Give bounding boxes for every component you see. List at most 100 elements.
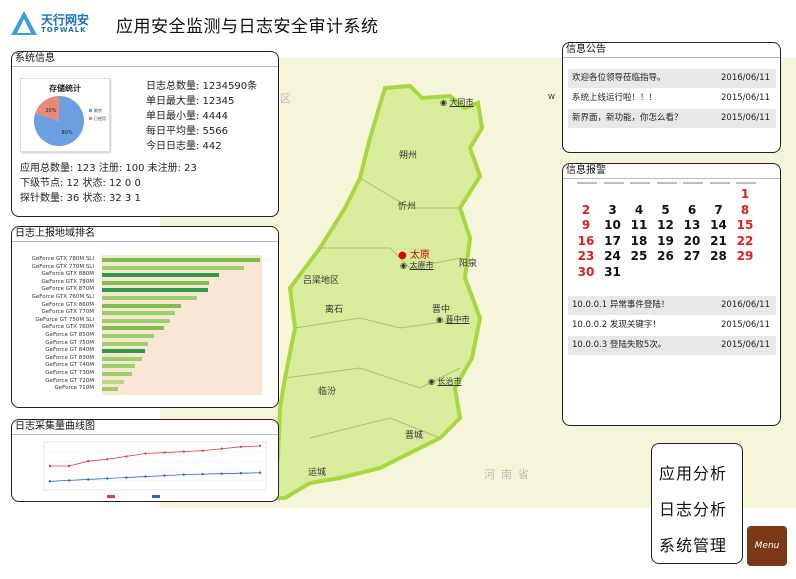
calendar-day[interactable]: 11 xyxy=(630,218,648,232)
calendar-day[interactable]: 6 xyxy=(687,202,697,217)
calendar-day[interactable]: 29 xyxy=(736,249,754,263)
calendar-day[interactable]: 24 xyxy=(604,249,621,263)
alarm-calendar[interactable]: 1 2 3 4 5 6 7 8 9 10 11 12 13 14 15 16 17 18 19 20 21 22 23 24 2… xyxy=(573,180,773,280)
calendar-day[interactable]: 4 xyxy=(634,202,644,217)
calendar-day[interactable]: 10 xyxy=(604,218,621,232)
data-point[interactable] xyxy=(201,449,204,452)
calendar-day[interactable]: 21 xyxy=(710,233,727,248)
pie-slice[interactable] xyxy=(35,96,59,121)
city-jinzhong[interactable]: ◉ 晋中市 xyxy=(436,315,470,324)
calendar-day[interactable]: 25 xyxy=(630,249,648,263)
data-point[interactable] xyxy=(239,445,243,448)
data-point[interactable] xyxy=(67,479,71,482)
bar[interactable] xyxy=(102,326,164,331)
calendar-day[interactable]: 19 xyxy=(657,233,674,248)
data-point[interactable] xyxy=(201,472,204,476)
calendar-day[interactable]: 23 xyxy=(577,249,595,263)
data-point[interactable] xyxy=(67,464,71,468)
data-point[interactable] xyxy=(220,472,224,475)
bar[interactable] xyxy=(102,318,170,323)
storage-pie-chart[interactable]: 存储统计 80% 剩余 20% 已使用 xyxy=(20,78,110,152)
calendar-day[interactable]: 20 xyxy=(683,233,701,248)
calendar-day[interactable]: 15 xyxy=(736,218,754,232)
data-point[interactable] xyxy=(86,478,90,481)
bar[interactable] xyxy=(102,334,155,338)
alarm-item[interactable]: 10.0.0.2 发现关键字！ 2015/06/11 xyxy=(568,316,776,335)
calendar-day[interactable]: 2 xyxy=(581,202,591,217)
calendar-day[interactable]: 22 xyxy=(736,233,754,248)
calendar-day[interactable]: 30 xyxy=(577,264,595,279)
menu-icon[interactable]: Menu xyxy=(747,526,787,566)
bar[interactable] xyxy=(102,303,181,308)
data-point[interactable] xyxy=(48,480,52,483)
data-point[interactable] xyxy=(48,464,52,468)
calendar-day[interactable]: 13 xyxy=(683,218,701,232)
city-taiyuan-capital[interactable]: ● 太原 xyxy=(398,250,430,261)
calendar-day[interactable]: 16 xyxy=(577,233,595,248)
notice-item[interactable]: 新界面，新功能，你怎么看？ 2015/06/11 xyxy=(568,109,776,128)
calendar-day[interactable]: 8 xyxy=(740,202,750,217)
bar[interactable] xyxy=(102,265,245,270)
calendar-day[interactable]: 3 xyxy=(608,202,617,217)
bar-category-label: GeForce GTX 760M xyxy=(41,324,94,331)
city-datong[interactable]: ◉ 大同市 xyxy=(440,98,474,107)
bar[interactable] xyxy=(102,296,197,300)
menu-app-analysis[interactable]: 应用分析 xyxy=(659,464,728,483)
bar[interactable] xyxy=(102,258,260,262)
data-point[interactable] xyxy=(220,447,224,450)
stat-avg: 每日平均量: 5566 xyxy=(146,126,228,137)
data-point[interactable] xyxy=(106,458,109,461)
bar[interactable] xyxy=(102,379,125,384)
data-point[interactable] xyxy=(86,460,90,463)
city-taiyuan[interactable]: ◉ 太原市 xyxy=(400,261,434,270)
data-point[interactable] xyxy=(258,444,262,448)
menu-log-analysis[interactable]: 日志分析 xyxy=(659,500,728,519)
bar[interactable] xyxy=(102,280,210,285)
data-point[interactable] xyxy=(125,455,128,458)
data-point[interactable] xyxy=(182,473,185,476)
calendar-day[interactable]: 14 xyxy=(710,218,727,232)
shanxi-map[interactable] xyxy=(160,58,796,508)
data-point[interactable] xyxy=(106,477,109,480)
data-point[interactable] xyxy=(144,475,147,478)
alarm-item[interactable]: 10.0.0.3 登陆失败5次。 2015/06/11 xyxy=(568,336,776,355)
bar[interactable] xyxy=(102,364,136,369)
calendar-day[interactable]: 7 xyxy=(714,202,723,217)
data-point[interactable] xyxy=(144,452,147,455)
menu-system-admin[interactable]: 系统管理 xyxy=(659,536,728,555)
bar[interactable] xyxy=(102,341,148,346)
city-changzhi[interactable]: ◉ 长治市 xyxy=(428,377,462,386)
series-line[interactable] xyxy=(49,472,261,482)
bar[interactable] xyxy=(102,372,133,376)
calendar-day[interactable]: 26 xyxy=(657,249,674,263)
data-point[interactable] xyxy=(182,450,185,453)
bar[interactable] xyxy=(102,387,118,392)
calendar-day[interactable]: 5 xyxy=(661,202,670,217)
calendar-day[interactable]: 27 xyxy=(683,249,701,263)
alarm-item[interactable]: 10.0.0.1 异常事件登陆！ 2016/06/11 xyxy=(568,296,776,315)
notice-item[interactable]: 系统上线运行啦！！！ 2015/06/11 xyxy=(568,89,776,108)
data-point[interactable] xyxy=(163,451,166,454)
bar[interactable] xyxy=(102,311,175,316)
bar[interactable] xyxy=(102,349,145,354)
bar[interactable] xyxy=(102,273,219,278)
data-point[interactable] xyxy=(239,472,243,475)
calendar-day[interactable]: 12 xyxy=(657,218,674,232)
region-label-jincheng: 晋城 xyxy=(405,431,424,441)
bar[interactable] xyxy=(102,288,208,293)
series-line[interactable] xyxy=(50,445,261,467)
data-point[interactable] xyxy=(163,474,166,477)
calendar-day[interactable]: 1 xyxy=(740,187,750,201)
calendar-day[interactable]: 18 xyxy=(630,233,648,248)
data-point[interactable] xyxy=(125,476,128,479)
region-bar-chart[interactable]: GeForce GTX 780M SLI GeForce GTX 770M SLI… xyxy=(22,253,266,399)
calendar-day[interactable]: 17 xyxy=(604,233,621,248)
line-chart[interactable] xyxy=(22,438,272,500)
calendar-day[interactable]: 31 xyxy=(604,264,621,279)
calendar-day[interactable]: 9 xyxy=(581,218,591,232)
data-point[interactable] xyxy=(258,471,262,474)
pie-svg: 80% 剩余 20% 已使用 xyxy=(34,96,106,146)
bar[interactable] xyxy=(102,356,142,361)
calendar-day[interactable]: 28 xyxy=(710,249,727,263)
notice-item[interactable]: 欢迎各位领导莅临指导。 2016/06/11 xyxy=(568,69,776,88)
